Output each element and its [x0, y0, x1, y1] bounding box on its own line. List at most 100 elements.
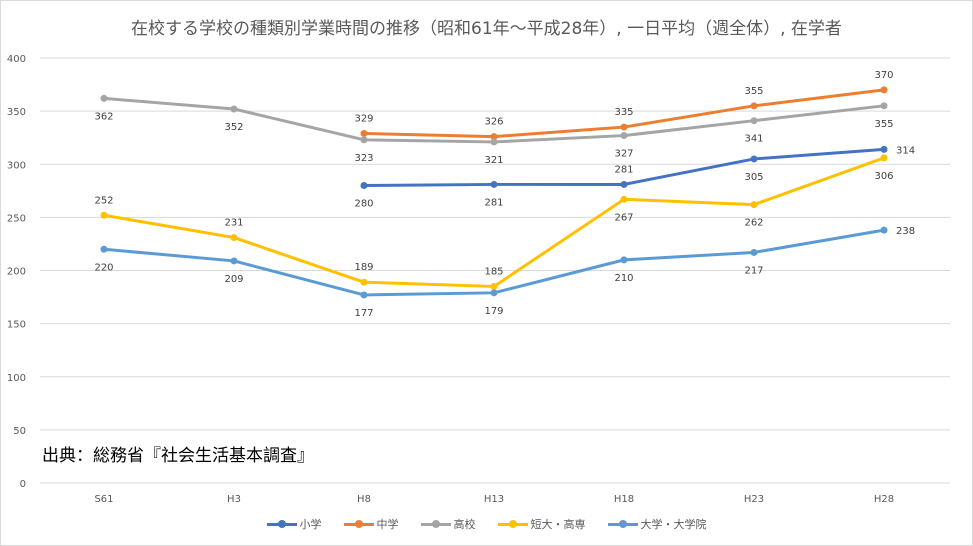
data-label: 352 — [224, 122, 243, 133]
data-label: 355 — [874, 119, 893, 130]
legend-label: 大学・大学院 — [640, 518, 707, 531]
data-label: 323 — [354, 153, 373, 164]
y-tick-label: 50 — [13, 426, 26, 437]
data-label: 252 — [94, 195, 113, 206]
data-label: 179 — [484, 306, 503, 317]
data-label: 185 — [484, 266, 503, 277]
y-tick-label: 100 — [7, 373, 26, 384]
legend-swatch — [607, 518, 638, 530]
data-point — [490, 180, 498, 188]
x-tick-label: H3 — [227, 494, 241, 505]
data-point — [750, 201, 758, 209]
data-point — [620, 180, 628, 188]
series-4 — [100, 154, 888, 290]
x-tick-label: H13 — [484, 494, 504, 505]
x-tick-label: H8 — [357, 494, 371, 505]
series-3 — [100, 94, 888, 146]
legend-label: 中学 — [376, 518, 399, 531]
data-point — [360, 278, 368, 286]
x-axis-tick-labels: S61 H3 H8 H13 H18 H23 H28 — [94, 494, 894, 505]
data-point — [880, 102, 888, 110]
data-label: 305 — [744, 172, 763, 183]
data-label: 355 — [744, 86, 763, 97]
x-tick-label: H23 — [744, 494, 764, 505]
data-point — [360, 129, 368, 137]
data-point — [490, 282, 498, 290]
y-tick-label: 250 — [7, 213, 26, 224]
source-note: 出典：総務省『社会生活基本調査』 — [42, 446, 314, 466]
data-label: 231 — [224, 218, 243, 229]
data-point — [620, 132, 628, 140]
data-point — [880, 154, 888, 162]
data-label: 189 — [354, 262, 373, 273]
data-point — [880, 145, 888, 153]
data-point — [620, 195, 628, 203]
data-point — [230, 257, 238, 265]
data-label: 321 — [484, 155, 503, 166]
data-label: 341 — [744, 134, 763, 145]
data-point — [490, 138, 498, 146]
data-label: 238 — [896, 226, 915, 237]
data-point — [620, 123, 628, 131]
data-point — [230, 234, 238, 242]
chart-title: 在校する学校の種類別学業時間の推移（昭和61年～平成28年）, 一日平均（週全体… — [131, 19, 842, 39]
y-tick-label: 400 — [7, 54, 26, 65]
gridlines — [40, 57, 950, 484]
data-label: 370 — [874, 70, 893, 81]
data-point — [880, 86, 888, 94]
legend: 小学 中学 高校 短大・高専 大学・大学院 — [0, 516, 973, 532]
legend-swatch — [266, 518, 297, 530]
x-tick-label: H18 — [614, 494, 634, 505]
data-label: 280 — [354, 199, 373, 210]
legend-item: 短大・高専 — [497, 516, 586, 532]
data-label: 362 — [94, 111, 113, 122]
series-5 — [100, 226, 888, 299]
data-labels: 280 281 281 305 314 329 326 335 355 370 362 352 323 3… — [94, 70, 915, 319]
data-point — [360, 182, 368, 189]
legend-item: 中学 — [343, 516, 399, 532]
data-label: 210 — [614, 273, 633, 284]
data-point — [100, 211, 108, 219]
data-label: 209 — [224, 274, 243, 285]
data-point — [750, 248, 758, 256]
data-label: 177 — [354, 308, 373, 319]
y-tick-label: 0 — [20, 479, 26, 490]
legend-label: 高校 — [453, 518, 476, 531]
legend-swatch — [343, 518, 374, 530]
data-point — [750, 117, 758, 125]
legend-label: 短大・高専 — [530, 518, 586, 531]
legend-item: 高校 — [420, 516, 476, 532]
data-point — [100, 94, 108, 102]
x-tick-label: S61 — [94, 494, 113, 505]
y-tick-label: 150 — [7, 320, 26, 331]
data-label: 306 — [874, 171, 893, 182]
y-tick-label: 200 — [7, 267, 26, 278]
data-label: 327 — [614, 149, 633, 160]
y-axis-tick-labels: 0 50 100 150 200 250 300 350 400 — [7, 54, 26, 490]
legend-swatch — [420, 518, 451, 530]
y-tick-label: 300 — [7, 160, 26, 171]
data-label: 262 — [744, 218, 763, 229]
data-label: 217 — [744, 265, 763, 276]
x-tick-label: H28 — [874, 494, 894, 505]
data-point — [490, 133, 498, 141]
legend-swatch — [497, 518, 528, 530]
legend-item: 大学・大学院 — [607, 516, 707, 532]
legend-item: 小学 — [266, 516, 322, 532]
data-label: 314 — [896, 145, 915, 156]
data-label: 220 — [94, 262, 113, 273]
data-label: 281 — [484, 197, 503, 208]
data-point — [490, 289, 498, 297]
data-point — [230, 105, 238, 113]
data-point — [360, 136, 368, 144]
series-2 — [360, 86, 888, 141]
y-tick-label: 350 — [7, 107, 26, 118]
data-label: 326 — [484, 117, 503, 128]
data-label: 335 — [614, 107, 633, 118]
data-label: 281 — [614, 164, 633, 175]
data-point — [100, 245, 108, 253]
data-point — [750, 155, 758, 163]
series-1 — [360, 145, 888, 189]
